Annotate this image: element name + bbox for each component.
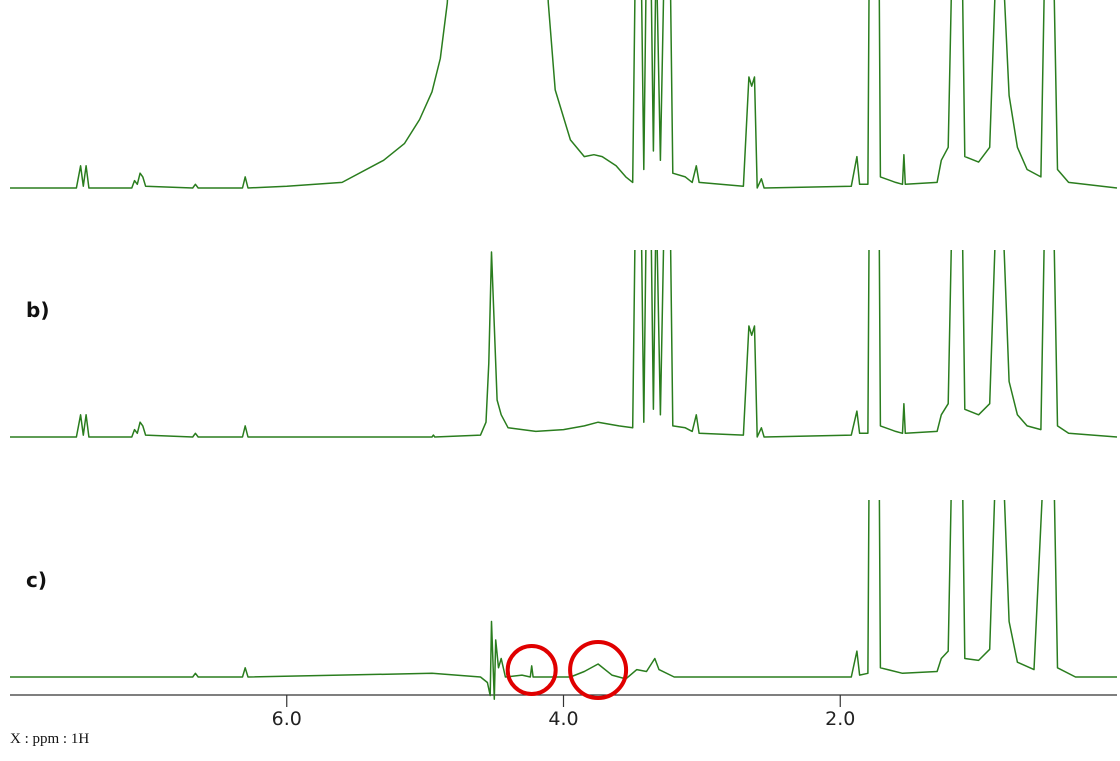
- spectrum-line: [10, 250, 1118, 438]
- panel-label: c): [26, 568, 47, 592]
- x-tick-label: 4.0: [548, 708, 578, 730]
- highlight-circle: [505, 644, 558, 696]
- x-axis-title: X : ppm : 1H: [10, 731, 89, 747]
- x-tick-label: 6.0: [272, 708, 302, 730]
- panel-label: b): [26, 298, 49, 322]
- highlight-circle: [568, 640, 629, 700]
- x-tick-label: 2.0: [825, 708, 855, 730]
- spectrum-line: [10, 0, 1118, 189]
- spectrum-line: [10, 500, 1117, 700]
